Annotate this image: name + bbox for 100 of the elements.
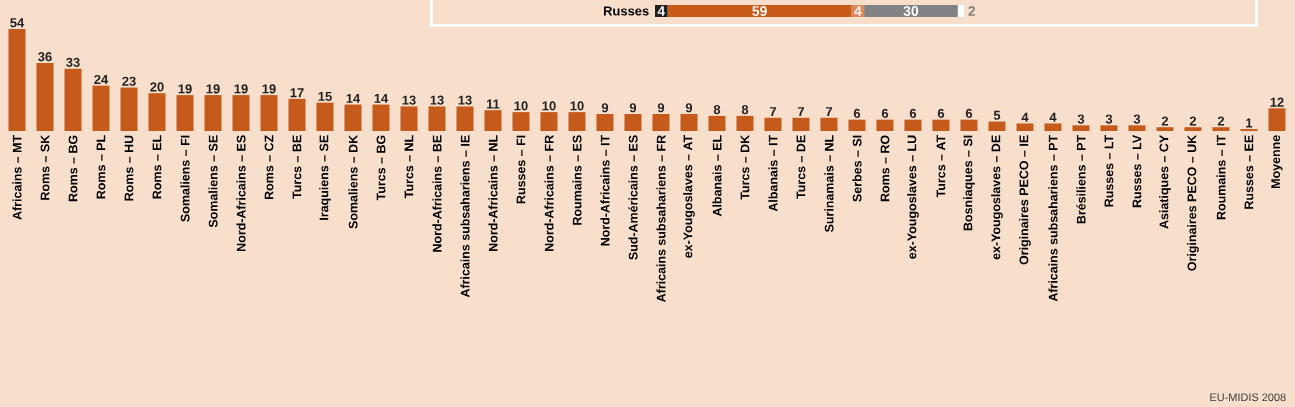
bar (1044, 123, 1062, 131)
data-label: 6 (909, 108, 917, 118)
bar (512, 112, 530, 131)
x-tick-label: Nord-Africains – ES (236, 135, 246, 251)
bar (372, 104, 390, 131)
data-label: 7 (769, 107, 777, 117)
x-tick-label: Turcs – AT (936, 134, 946, 198)
data-label: 30 (903, 6, 919, 16)
text: EU-MIDIS 2008 (1210, 393, 1286, 402)
bar (1016, 123, 1034, 131)
x-tick-label: Roms – SK (40, 134, 50, 200)
bar (92, 85, 110, 131)
bar (736, 115, 754, 131)
x-tick-label: Surinamais – NL (824, 135, 834, 233)
data-label: 12 (1270, 97, 1284, 107)
bar (792, 117, 810, 131)
bar (260, 95, 278, 131)
x-tick-label: Nord-Africains – BE (432, 135, 442, 252)
y-tick-label: Russes (603, 6, 649, 16)
bar (1100, 125, 1118, 131)
x-tick-label: Roms – RO (880, 135, 890, 202)
bar (764, 117, 782, 131)
bar (848, 119, 866, 131)
x-tick-label: Russes – LT (1104, 134, 1114, 207)
bar (960, 119, 978, 131)
bar (484, 110, 502, 131)
x-tick-label: Turcs – DK (740, 134, 750, 200)
bar (624, 114, 642, 131)
bar (1268, 108, 1286, 131)
data-label: 10 (570, 101, 584, 111)
x-tick-label: Somaliens – FI (180, 135, 190, 222)
data-label: 17 (290, 88, 304, 98)
x-tick-label: Iraquiens – SE (319, 135, 331, 220)
bar (400, 106, 418, 131)
bar (1128, 125, 1146, 131)
bar (708, 115, 726, 131)
bar (1212, 127, 1230, 131)
bar (540, 112, 558, 131)
bar (148, 93, 166, 131)
bar (176, 95, 194, 131)
x-tick-label: Roms – BG (68, 135, 78, 202)
data-label: 2 (1217, 116, 1225, 126)
data-label: 11 (486, 99, 500, 109)
data-label: 33 (66, 57, 80, 67)
x-tick-label: Russes – FI (516, 135, 526, 204)
bar (232, 95, 250, 131)
x-tick-label: Nord-Africains – IT (600, 135, 610, 246)
bar (204, 95, 222, 131)
data-label: 1 (1246, 118, 1253, 128)
x-tick-label: Turcs – DE (796, 135, 806, 199)
data-label: 9 (685, 103, 693, 113)
x-tick-label: Bosniaques – SI (963, 135, 975, 231)
bar (568, 112, 586, 131)
x-tick-label: Roms – HU (124, 135, 134, 201)
x-tick-label: Roumains – ES (572, 135, 582, 225)
x-tick-label: Russes – EE (1244, 135, 1254, 209)
data-label: 7 (825, 107, 833, 117)
bar (1072, 125, 1090, 131)
x-tick-label: Serbes – SI (852, 135, 862, 202)
bar (667, 5, 852, 17)
data-label: 6 (937, 108, 945, 118)
x-tick-label: ex-Yougoslaves – AT (683, 134, 695, 258)
data-label: 4 (657, 6, 666, 16)
data-label: 19 (262, 84, 276, 94)
data-label: 19 (234, 84, 248, 94)
bar (932, 119, 950, 131)
x-tick-label: Africains subsahariens – PT (1048, 135, 1058, 302)
data-label: 4 (1049, 112, 1057, 122)
data-label: 7 (797, 107, 805, 117)
data-label: 10 (542, 101, 556, 111)
x-tick-label: ex-Yougoslaves – DE (991, 135, 1003, 260)
bar (344, 104, 362, 131)
x-tick-label: Somaliens – DK (348, 134, 358, 229)
data-label: 4 (1021, 112, 1029, 122)
data-label: 19 (178, 84, 192, 94)
x-tick-label: Asiatiques – CY (1159, 135, 1171, 229)
bar (8, 29, 26, 131)
x-tick-label: Albanais – IT (768, 135, 778, 212)
bar (876, 119, 894, 131)
x-tick-label: Roms – CZ (264, 135, 274, 200)
bar (64, 68, 82, 131)
data-label: 24 (94, 74, 109, 84)
bar (120, 87, 138, 131)
data-label: 9 (601, 103, 609, 113)
x-tick-label: Turcs – BG (376, 135, 386, 201)
bar (1156, 127, 1174, 131)
data-label: 10 (514, 101, 528, 111)
x-tick-label: Roumains – IT (1216, 135, 1226, 220)
bar (652, 114, 670, 131)
bar (428, 106, 446, 131)
bar (596, 114, 614, 131)
data-label: 3 (1077, 114, 1085, 124)
bar (1184, 127, 1202, 131)
data-label: 9 (629, 103, 637, 113)
x-tick-label: Originaires PECO – IE (1019, 135, 1031, 265)
data-label: 20 (150, 82, 164, 92)
data-label: 9 (657, 103, 665, 113)
data-label: 2 (1189, 116, 1197, 126)
bar (904, 119, 922, 131)
x-tick-label: Africains subsahariens – IE (460, 135, 470, 298)
